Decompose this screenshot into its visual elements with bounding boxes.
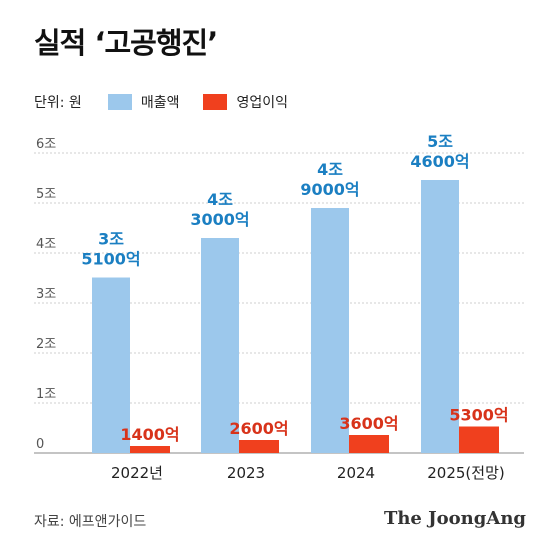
x-tick-label: 2023 — [227, 464, 265, 482]
legend-item-profit: 영업이익 — [203, 92, 288, 112]
profit-bar — [349, 435, 389, 453]
revenue-bar — [201, 238, 239, 453]
y-tick-label: 4조 — [36, 237, 56, 252]
y-tick-label: 3조 — [36, 287, 56, 302]
legend-label-profit: 영업이익 — [236, 95, 288, 111]
revenue-bar — [421, 180, 459, 453]
profit-bar — [239, 440, 279, 453]
y-tick-label: 1조 — [36, 387, 56, 402]
legend-item-revenue: 매출액 — [107, 92, 180, 112]
x-tick-label: 2022년 — [111, 464, 163, 482]
source-note: 자료: 에프앤가이드 — [34, 514, 147, 530]
x-tick-label: 2024 — [337, 464, 375, 482]
legend-swatch-profit — [203, 94, 228, 110]
profit-bar — [459, 426, 499, 453]
legend-swatch-revenue — [107, 94, 132, 110]
profit-bar — [130, 446, 170, 453]
profit-data-label: 2600억 — [229, 419, 288, 438]
revenue-data-label: 4조 9000억 — [300, 160, 359, 199]
revenue-data-label: 4조 3000억 — [190, 190, 249, 229]
y-tick-label: 0 — [36, 437, 44, 452]
brand-logo: The JoongAng — [383, 508, 526, 529]
profit-data-label: 1400억 — [120, 425, 179, 444]
profit-data-label: 3600억 — [339, 414, 398, 433]
legend: 단위: 원 매출액 영업이익 — [34, 92, 312, 112]
legend-label-revenue: 매출액 — [140, 95, 180, 111]
revenue-data-label: 3조 5100억 — [81, 230, 140, 269]
profit-data-label: 5300억 — [449, 406, 508, 425]
y-tick-label: 2조 — [36, 337, 56, 352]
x-tick-label: 2025(전망) — [427, 464, 504, 482]
y-tick-label: 6조 — [36, 137, 56, 152]
chart-title: 실적 ‘고공행진’ — [34, 26, 218, 60]
y-tick-label: 5조 — [36, 187, 56, 202]
revenue-bar — [311, 208, 349, 453]
revenue-data-label: 5조 4600억 — [410, 132, 469, 171]
revenue-bar — [92, 277, 130, 453]
unit-label: 단위: 원 — [34, 95, 82, 111]
